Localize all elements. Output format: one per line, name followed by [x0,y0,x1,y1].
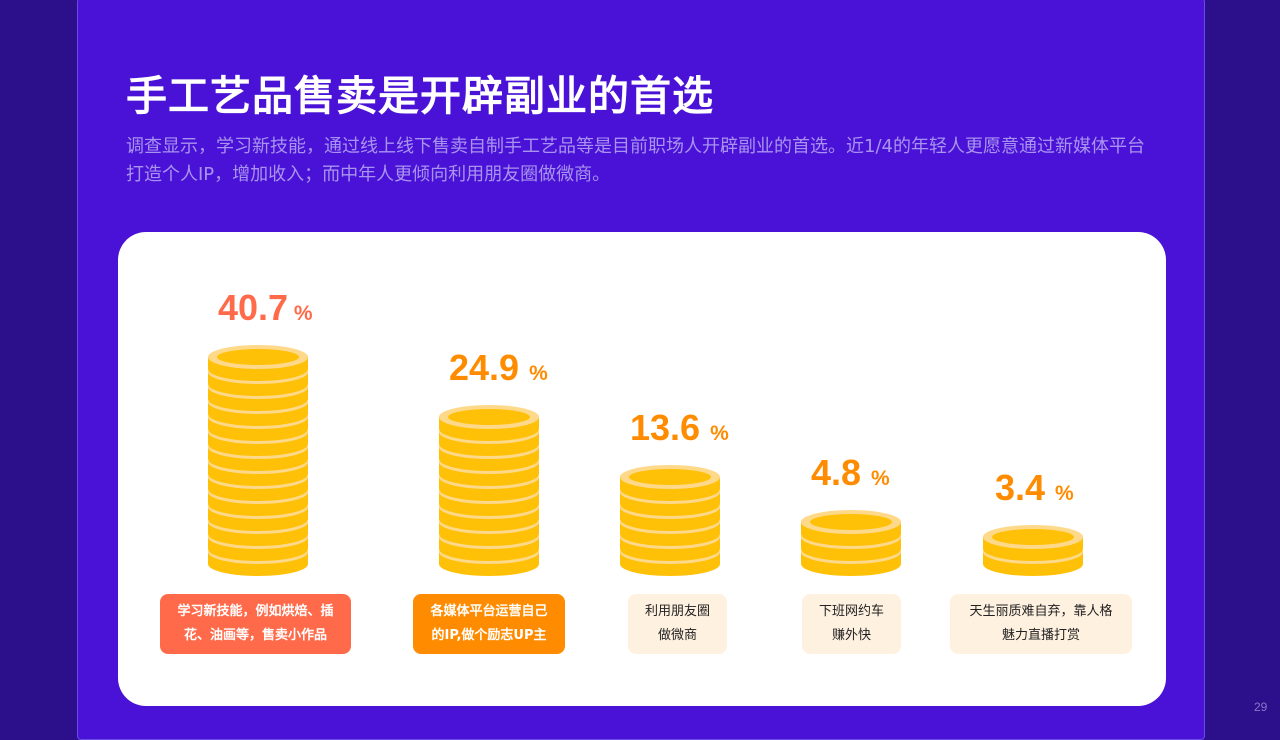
value-number: 4.8 [811,452,872,493]
value-label-4: 4.8 % [811,452,890,494]
page-title: 手工艺品售卖是开辟副业的首选 [126,72,714,120]
value-unit: % [529,362,548,385]
coin [439,405,539,441]
value-unit: % [1055,482,1074,505]
category-label-line: 魅力直播打赏 [1001,628,1080,643]
category-label-line: 各媒体平台运营自己 [430,604,548,619]
category-label-line: 做微商 [657,628,697,643]
coin [801,510,901,546]
coin-stack-2 [439,405,539,576]
coin-stack-3 [620,465,720,576]
value-label-3: 13.6 % [630,407,729,449]
value-unit: % [288,302,313,325]
value-label-5: 3.4 % [995,467,1074,509]
value-number: 40.7 [218,287,289,328]
category-label-5: 天生丽质难自弃，靠人格 魅力直播打赏 [950,594,1132,654]
coin [983,525,1083,561]
value-number: 13.6 [630,407,711,448]
category-label-line: 的IP,做个励志UP主 [431,628,547,643]
category-label-line: 天生丽质难自弃，靠人格 [969,604,1113,619]
value-label-2: 24.9 % [449,347,548,389]
category-label-line: 下班网约车 [818,604,884,619]
coin [620,465,720,501]
value-unit: % [871,467,890,490]
category-label-line: 花、油画等，售卖小作品 [183,628,327,643]
category-label-1: 学习新技能，例如烘焙、插 花、油画等，售卖小作品 [160,594,351,654]
value-unit: % [710,422,729,445]
value-number: 24.9 [449,347,530,388]
category-label-2: 各媒体平台运营自己 的IP,做个励志UP主 [413,594,565,654]
page-number: 29 [1254,700,1268,714]
value-label-1: 40.7 % [218,287,313,329]
coin [208,345,308,381]
coin-stack-5 [983,525,1083,576]
coin-stack-4 [801,510,901,576]
page-subtitle: 调查显示，学习新技能，通过线上线下售卖自制手工艺品等是目前职场人开辟副业的首选。… [126,136,1145,185]
category-label-line: 利用朋友圈 [644,604,710,619]
category-label-line: 赚外快 [831,628,871,643]
value-number: 3.4 [995,467,1056,508]
category-label-line: 学习新技能，例如烘焙、插 [177,604,334,619]
category-label-3: 利用朋友圈 做微商 [628,594,727,654]
category-label-4: 下班网约车 赚外快 [802,594,901,654]
coin-stack-1 [208,345,308,576]
